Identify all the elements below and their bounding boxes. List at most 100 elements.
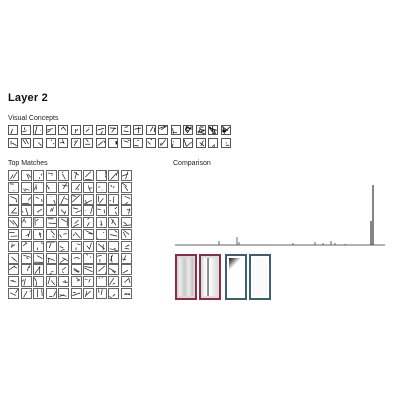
top-match-tile[interactable]	[45, 276, 57, 288]
visual-concept-tile[interactable]	[33, 125, 43, 135]
visual-concept-tile[interactable]	[145, 125, 156, 135]
visual-concept-tile[interactable]	[183, 138, 193, 148]
top-match-tile[interactable]	[58, 264, 69, 276]
top-match-tile[interactable]	[33, 217, 44, 229]
top-match-tile[interactable]	[8, 240, 19, 252]
top-match-tile[interactable]	[33, 193, 44, 205]
top-match-tile[interactable]	[108, 193, 119, 205]
top-match-tile[interactable]	[8, 181, 19, 193]
visual-concept-tile[interactable]	[158, 138, 168, 148]
top-match-tile[interactable]	[120, 229, 132, 240]
top-match-tile[interactable]	[8, 217, 19, 229]
visual-concept-tile[interactable]	[195, 125, 206, 135]
comparison-thumb-match-b[interactable]	[249, 254, 271, 300]
visual-concept-tile[interactable]	[170, 125, 181, 135]
top-match-tile[interactable]	[20, 170, 32, 181]
top-match-tile[interactable]	[45, 205, 57, 217]
visual-concept-tile[interactable]	[83, 138, 93, 148]
top-match-tile[interactable]	[8, 193, 19, 205]
top-match-tile[interactable]	[95, 252, 107, 264]
top-match-tile[interactable]	[83, 205, 94, 217]
visual-concept-tile[interactable]	[195, 138, 206, 148]
top-match-tile[interactable]	[108, 205, 119, 217]
top-match-tile[interactable]	[45, 193, 57, 205]
top-match-tile[interactable]	[108, 276, 119, 288]
top-match-tile[interactable]	[33, 276, 44, 288]
top-match-tile[interactable]	[20, 240, 32, 252]
top-match-tile[interactable]	[45, 181, 57, 193]
top-match-tile[interactable]	[45, 240, 57, 252]
top-match-tile[interactable]	[8, 264, 19, 276]
visual-concept-tile[interactable]	[220, 125, 231, 135]
top-match-tile[interactable]	[120, 288, 132, 299]
top-match-tile[interactable]	[8, 229, 19, 240]
top-match-tile[interactable]	[83, 181, 94, 193]
visual-concept-tile[interactable]	[58, 125, 68, 135]
top-match-tile[interactable]	[95, 229, 107, 240]
top-match-tile[interactable]	[70, 205, 82, 217]
top-match-tile[interactable]	[70, 193, 82, 205]
top-match-tile[interactable]	[58, 240, 69, 252]
visual-concept-tile[interactable]	[158, 125, 168, 135]
top-match-tile[interactable]	[70, 170, 82, 181]
top-match-tile[interactable]	[108, 181, 119, 193]
top-match-tile[interactable]	[58, 193, 69, 205]
top-match-tile[interactable]	[70, 288, 82, 299]
top-match-tile[interactable]	[33, 288, 44, 299]
top-match-tile[interactable]	[70, 181, 82, 193]
top-match-tile[interactable]	[45, 229, 57, 240]
top-match-tile[interactable]	[83, 193, 94, 205]
top-match-tile[interactable]	[120, 205, 132, 217]
top-match-tile[interactable]	[58, 217, 69, 229]
top-match-tile[interactable]	[58, 252, 69, 264]
top-match-tile[interactable]	[120, 276, 132, 288]
top-match-tile[interactable]	[120, 240, 132, 252]
top-match-tile[interactable]	[20, 276, 32, 288]
top-match-tile[interactable]	[45, 252, 57, 264]
visual-concept-tile[interactable]	[220, 138, 231, 148]
visual-concept-tile[interactable]	[133, 125, 143, 135]
visual-concept-tile[interactable]	[208, 138, 218, 148]
top-match-tile[interactable]	[83, 217, 94, 229]
top-match-tile[interactable]	[58, 229, 69, 240]
visual-concept-tile[interactable]	[20, 125, 31, 135]
comparison-thumb-concept-a[interactable]	[175, 254, 197, 300]
top-match-tile[interactable]	[33, 252, 44, 264]
top-match-tile[interactable]	[33, 240, 44, 252]
top-match-tile[interactable]	[108, 264, 119, 276]
top-match-tile[interactable]	[58, 181, 69, 193]
top-match-tile[interactable]	[95, 205, 107, 217]
visual-concept-tile[interactable]	[33, 138, 43, 148]
top-match-tile[interactable]	[58, 288, 69, 299]
top-match-tile[interactable]	[108, 252, 119, 264]
top-match-tile[interactable]	[58, 205, 69, 217]
comparison-thumb-match-a[interactable]	[225, 254, 247, 300]
top-match-tile[interactable]	[95, 181, 107, 193]
top-match-tile[interactable]	[120, 264, 132, 276]
visual-concept-tile[interactable]	[58, 138, 68, 148]
top-match-tile[interactable]	[108, 288, 119, 299]
top-match-tile[interactable]	[20, 229, 32, 240]
top-match-tile[interactable]	[58, 276, 69, 288]
top-match-tile[interactable]	[20, 181, 32, 193]
top-match-tile[interactable]	[8, 252, 19, 264]
top-match-tile[interactable]	[58, 170, 69, 181]
top-match-tile[interactable]	[20, 264, 32, 276]
top-match-tile[interactable]	[33, 181, 44, 193]
top-match-tile[interactable]	[45, 264, 57, 276]
top-match-tile[interactable]	[95, 170, 107, 181]
visual-concept-tile[interactable]	[8, 125, 18, 135]
top-match-tile[interactable]	[8, 288, 19, 299]
top-match-tile[interactable]	[8, 205, 19, 217]
top-match-tile[interactable]	[83, 240, 94, 252]
top-match-tile[interactable]	[95, 217, 107, 229]
visual-concept-tile[interactable]	[108, 125, 118, 135]
top-match-tile[interactable]	[70, 276, 82, 288]
top-match-tile[interactable]	[70, 217, 82, 229]
visual-concept-tile[interactable]	[120, 138, 131, 148]
top-match-tile[interactable]	[95, 288, 107, 299]
top-match-tile[interactable]	[45, 288, 57, 299]
visual-concept-tile[interactable]	[145, 138, 156, 148]
top-match-tile[interactable]	[95, 193, 107, 205]
top-match-tile[interactable]	[120, 193, 132, 205]
